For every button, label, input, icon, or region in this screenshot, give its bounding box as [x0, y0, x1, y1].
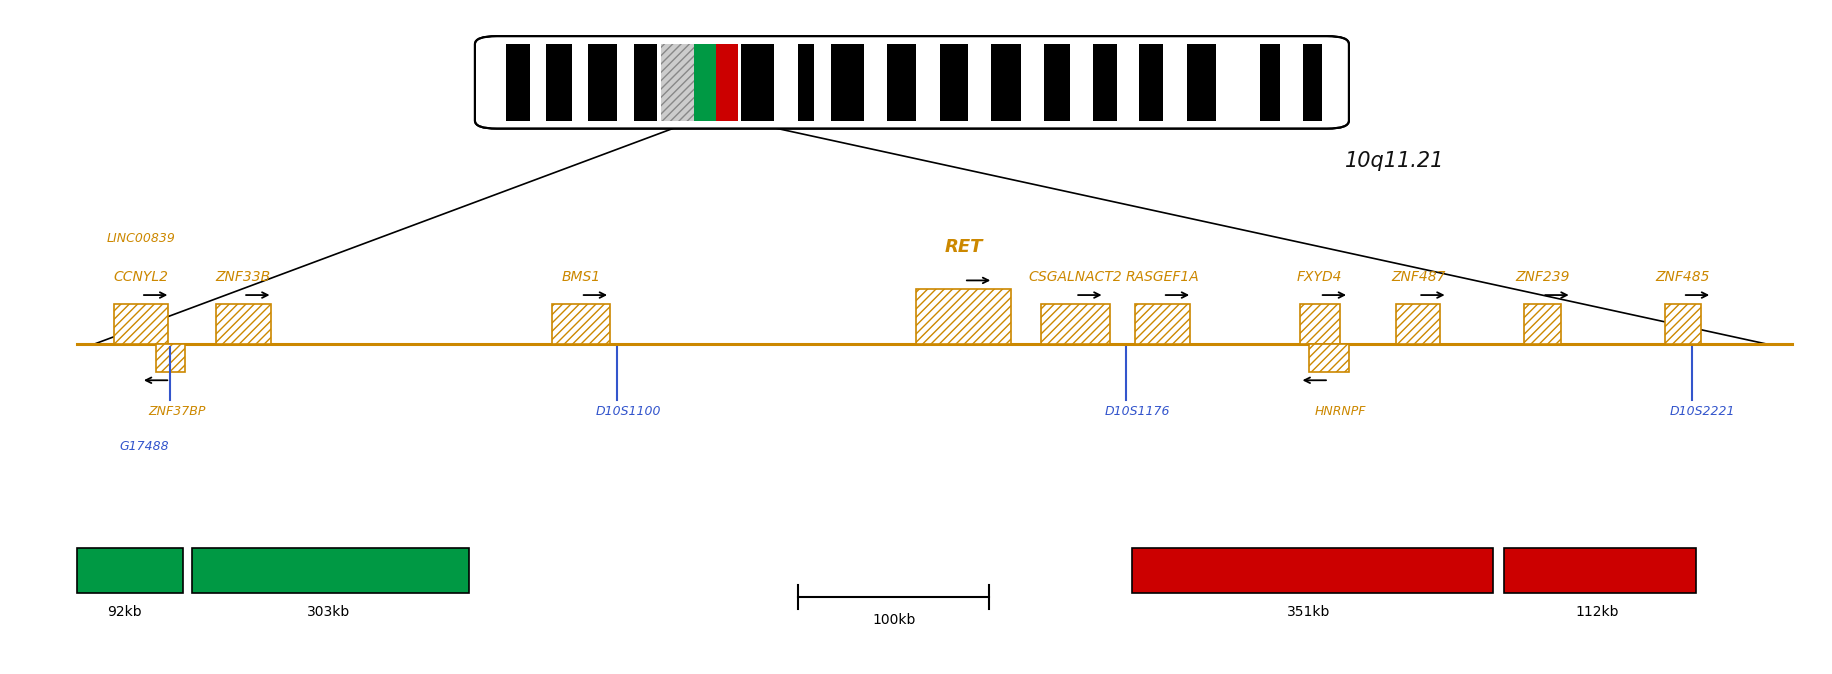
Text: 92kb: 92kb [108, 605, 141, 619]
Text: 351kb: 351kb [1286, 605, 1330, 619]
Bar [1504, 548, 1695, 593]
Bar [817, 44, 826, 121]
Bar [1185, 44, 1215, 121]
Bar [830, 44, 863, 121]
Bar [533, 44, 542, 121]
Bar [588, 44, 617, 121]
Bar [867, 44, 883, 121]
Bar [216, 304, 271, 344]
Bar [1303, 44, 1321, 121]
Bar [1299, 304, 1339, 344]
Bar [1138, 44, 1161, 121]
Bar [1522, 304, 1559, 344]
Bar [506, 44, 529, 121]
Text: ZNF37BP: ZNF37BP [148, 405, 205, 418]
Bar [1165, 44, 1182, 121]
Bar [192, 548, 469, 593]
Text: 100kb: 100kb [872, 613, 914, 627]
Bar [777, 44, 793, 121]
Bar [1041, 304, 1110, 344]
Bar [971, 44, 987, 121]
Bar [1119, 44, 1134, 121]
Bar [546, 44, 572, 121]
Text: HNRNPF: HNRNPF [1314, 405, 1365, 418]
Bar [1218, 44, 1255, 121]
Bar [1044, 44, 1070, 121]
Text: D10S1100: D10S1100 [595, 405, 661, 418]
Text: RASGEF1A: RASGEF1A [1125, 270, 1200, 284]
Bar [1663, 304, 1700, 344]
Text: D10S2221: D10S2221 [1669, 405, 1735, 418]
Bar [1094, 44, 1116, 121]
Text: CSGALNACT2: CSGALNACT2 [1028, 270, 1121, 284]
Bar [1074, 44, 1090, 121]
Bar [1308, 344, 1348, 371]
Bar [716, 44, 736, 121]
Bar [1130, 548, 1493, 593]
Bar [920, 44, 936, 121]
Bar [694, 44, 716, 121]
Bar [621, 44, 630, 121]
Text: ZNF33B: ZNF33B [216, 270, 271, 284]
Bar [1024, 44, 1041, 121]
Bar [551, 304, 610, 344]
Bar [575, 44, 584, 121]
Text: ZNF485: ZNF485 [1654, 270, 1709, 284]
Bar [661, 44, 694, 121]
Text: 303kb: 303kb [308, 605, 350, 619]
Bar [156, 344, 185, 371]
Text: RET: RET [943, 238, 982, 256]
Text: ZNF487: ZNF487 [1390, 270, 1445, 284]
Bar [1282, 44, 1299, 121]
Text: BMS1: BMS1 [561, 270, 601, 284]
Bar [1259, 44, 1279, 121]
Bar [887, 44, 916, 121]
Text: D10S1176: D10S1176 [1105, 405, 1169, 418]
Bar [77, 548, 183, 593]
Bar [916, 289, 1011, 344]
Bar [940, 44, 967, 121]
Text: LINC00839: LINC00839 [106, 232, 176, 245]
Text: 10q11.21: 10q11.21 [1345, 150, 1444, 171]
FancyBboxPatch shape [474, 36, 1348, 129]
Bar [1396, 304, 1440, 344]
Bar [740, 44, 773, 121]
Text: 112kb: 112kb [1574, 605, 1618, 619]
Bar [634, 44, 658, 121]
Bar [114, 304, 169, 344]
Bar [797, 44, 813, 121]
Text: G17488: G17488 [119, 440, 169, 453]
Text: ZNF239: ZNF239 [1515, 270, 1568, 284]
Text: CCNYL2: CCNYL2 [114, 270, 169, 284]
Text: FXYD4: FXYD4 [1297, 270, 1341, 284]
Bar [1134, 304, 1189, 344]
Bar [991, 44, 1020, 121]
